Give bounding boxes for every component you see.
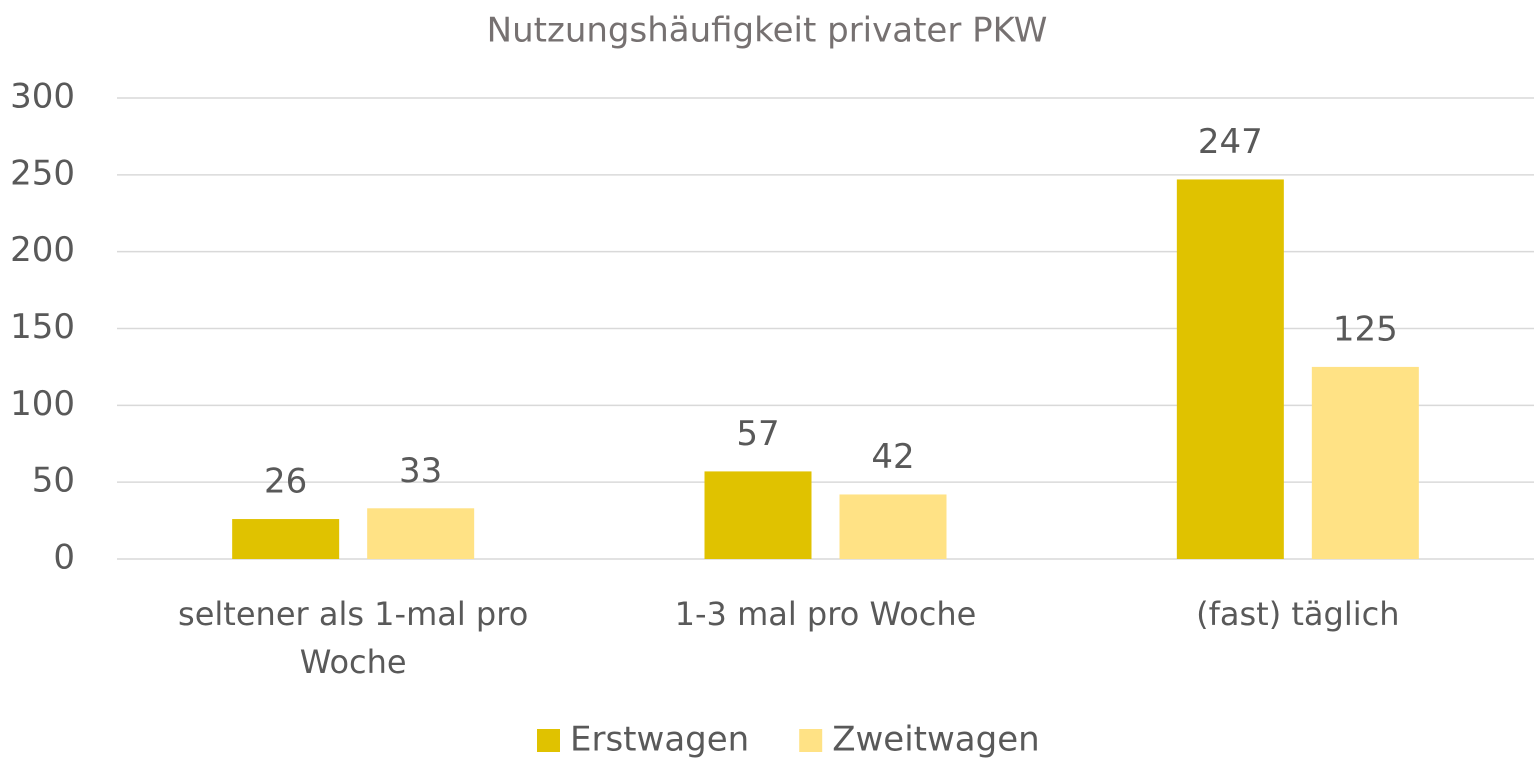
- y-tick-label: 200: [10, 230, 75, 270]
- data-label: 125: [1333, 309, 1398, 349]
- data-label: 57: [736, 414, 779, 454]
- y-tick-label: 250: [10, 153, 75, 193]
- data-label: 42: [871, 437, 914, 477]
- y-tick-label: 150: [10, 307, 75, 347]
- y-tick-label: 300: [10, 77, 75, 117]
- legend-swatch: [799, 729, 823, 752]
- bar: [1311, 366, 1419, 559]
- data-label: 26: [264, 462, 307, 502]
- bar: [232, 519, 340, 559]
- x-tick-label-box: 1-3 mal pro Woche: [674, 595, 977, 633]
- bar: [839, 494, 947, 559]
- x-tick-label: 1-3 mal pro Woche: [674, 595, 977, 633]
- y-tick-label: 100: [10, 384, 75, 424]
- y-tick-label: 0: [53, 538, 75, 578]
- x-tick-label: (fast) täglich: [1196, 595, 1400, 633]
- legend-label: Zweitwagen: [832, 720, 1040, 760]
- x-tick-label-box: (fast) täglich: [1196, 595, 1400, 633]
- y-tick-label: 50: [32, 461, 75, 501]
- data-label: 33: [399, 451, 442, 491]
- x-tick-label: seltener als 1-mal pro Woche: [178, 595, 529, 681]
- chart-title: Nutzungshäufigkeit privater PKW: [487, 11, 1048, 51]
- bar: [367, 508, 475, 559]
- legend-swatch: [537, 729, 560, 752]
- bar: [1176, 179, 1284, 559]
- data-label: 247: [1198, 122, 1263, 162]
- x-tick-label-box: seltener als 1-mal pro Woche: [178, 595, 529, 681]
- bar: [704, 471, 812, 559]
- legend-label: Erstwagen: [570, 720, 749, 760]
